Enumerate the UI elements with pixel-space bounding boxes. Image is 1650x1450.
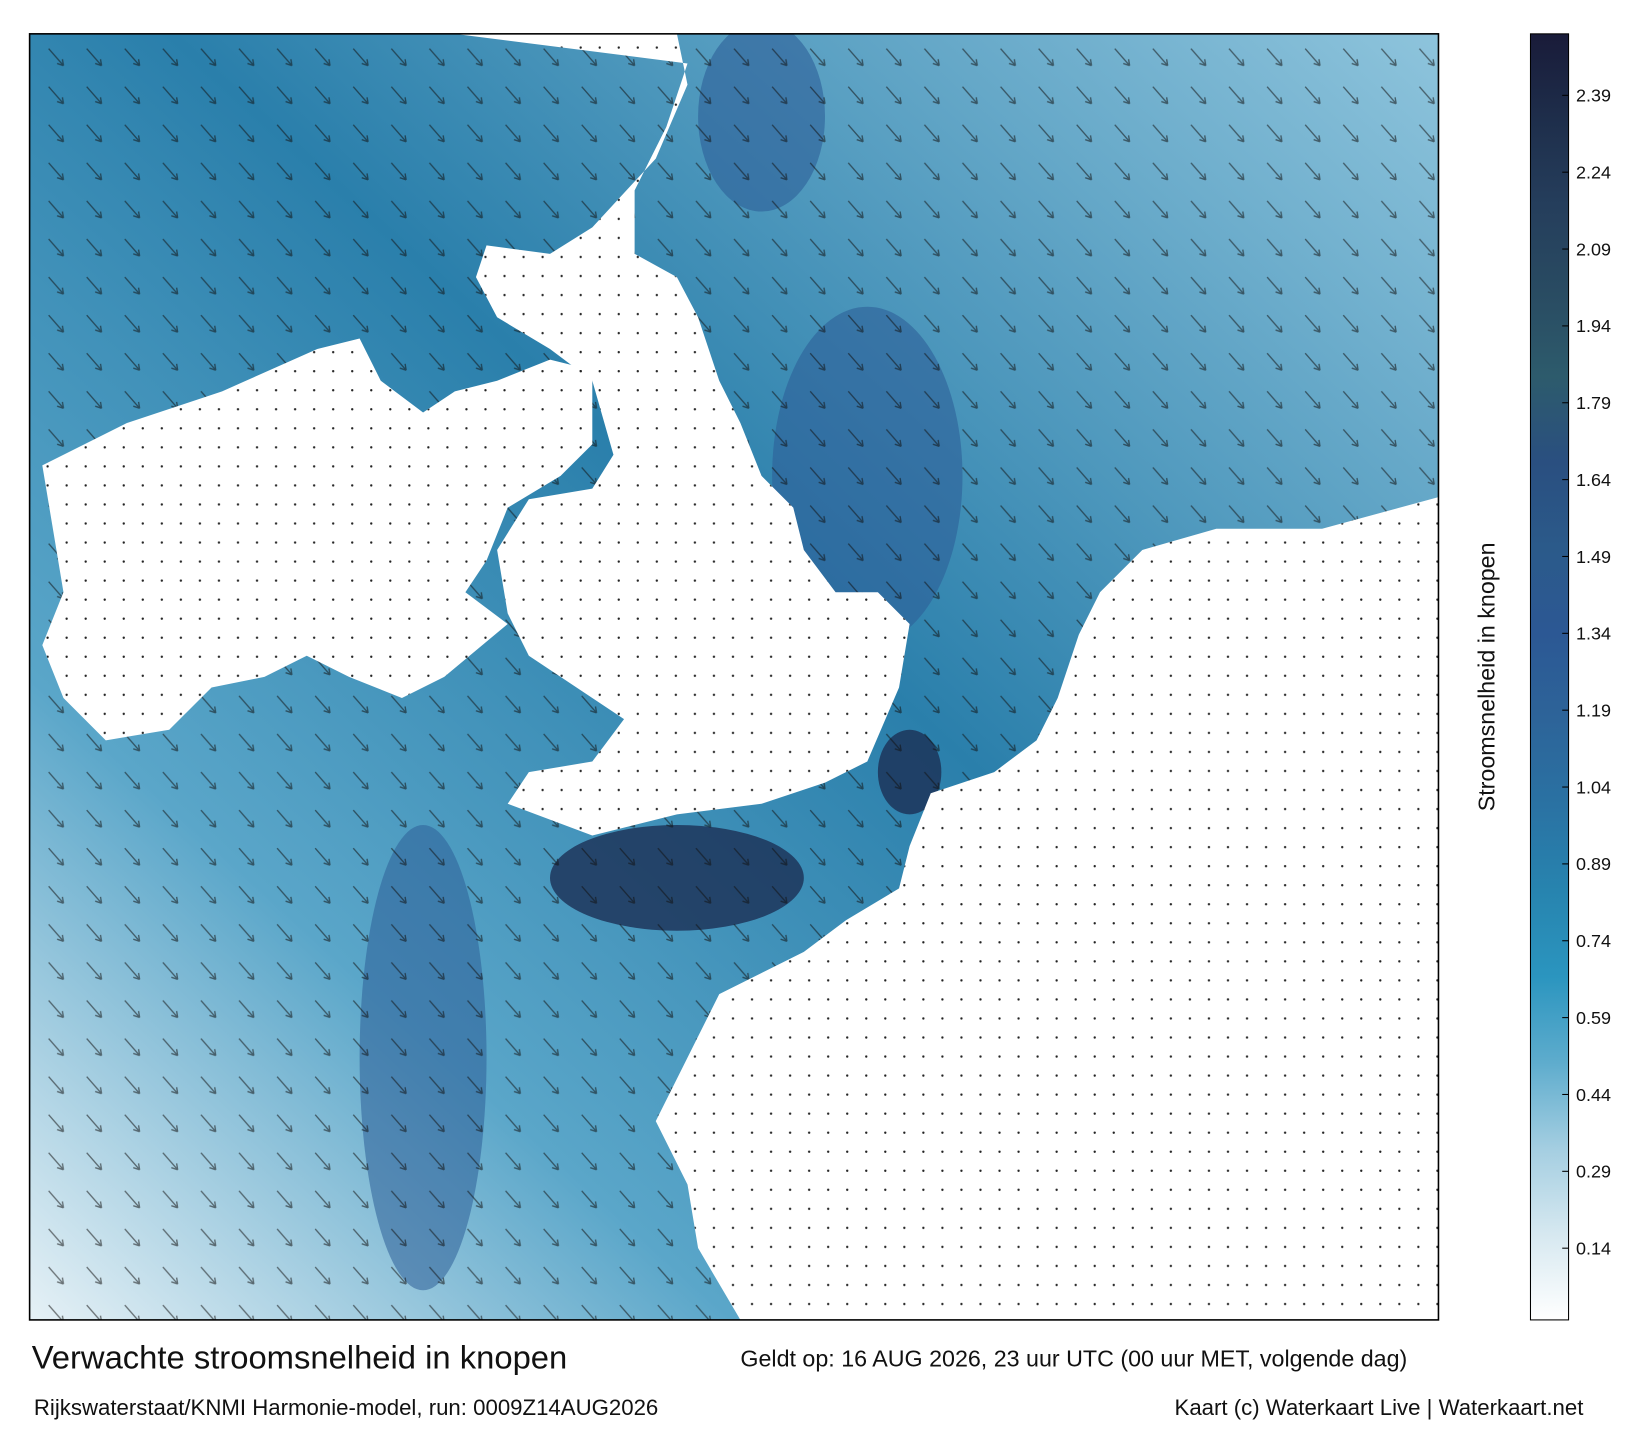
colorbar-label: Stroomsnelheid in knopen bbox=[1474, 542, 1500, 811]
colorbar-tick-label: 2.24 bbox=[1576, 163, 1611, 183]
colorbar-tick-label: 1.04 bbox=[1576, 777, 1611, 797]
colorbar-ramp bbox=[1529, 33, 1570, 1321]
colorbar-tick-label: 2.09 bbox=[1576, 239, 1611, 259]
map-area bbox=[29, 33, 1439, 1320]
colorbar-tick-label: 1.34 bbox=[1576, 624, 1611, 644]
colorbar-tick-label: 1.49 bbox=[1576, 547, 1611, 567]
colorbar-tick-label: 0.29 bbox=[1576, 1162, 1611, 1182]
colorbar-tick-label: 0.44 bbox=[1576, 1085, 1611, 1105]
model-run: Rijkswaterstaat/KNMI Harmonie-model, run… bbox=[34, 1395, 658, 1420]
map-title: Verwachte stroomsnelheid in knopen bbox=[32, 1339, 568, 1376]
colorbar-tick-label: 0.59 bbox=[1576, 1008, 1611, 1028]
colorbar-tick-label: 1.79 bbox=[1576, 393, 1611, 413]
colorbar-tick-label: 1.19 bbox=[1576, 701, 1611, 721]
map-frame bbox=[28, 33, 1440, 1321]
credit: Kaart (c) Waterkaart Live | Waterkaart.n… bbox=[1175, 1395, 1584, 1420]
land bbox=[42, 33, 1439, 1320]
valid-time: Geldt op: 16 AUG 2026, 23 uur UTC (00 uu… bbox=[740, 1345, 1407, 1371]
colorbar-tick-label: 0.89 bbox=[1576, 854, 1611, 874]
colorbar-tick-label: 1.64 bbox=[1576, 470, 1611, 490]
colorbar-tick-label: 0.74 bbox=[1576, 931, 1611, 951]
colorbar-tick-label: 1.94 bbox=[1576, 316, 1611, 336]
colorbar-tick-label: 0.14 bbox=[1576, 1239, 1611, 1259]
colorbar-tick-label: 2.39 bbox=[1576, 86, 1611, 106]
colorbar: 0.14 0.29 0.44 0.59 0.74 0.89 1.04 1.19 1.34 1.49… bbox=[1529, 33, 1611, 1321]
